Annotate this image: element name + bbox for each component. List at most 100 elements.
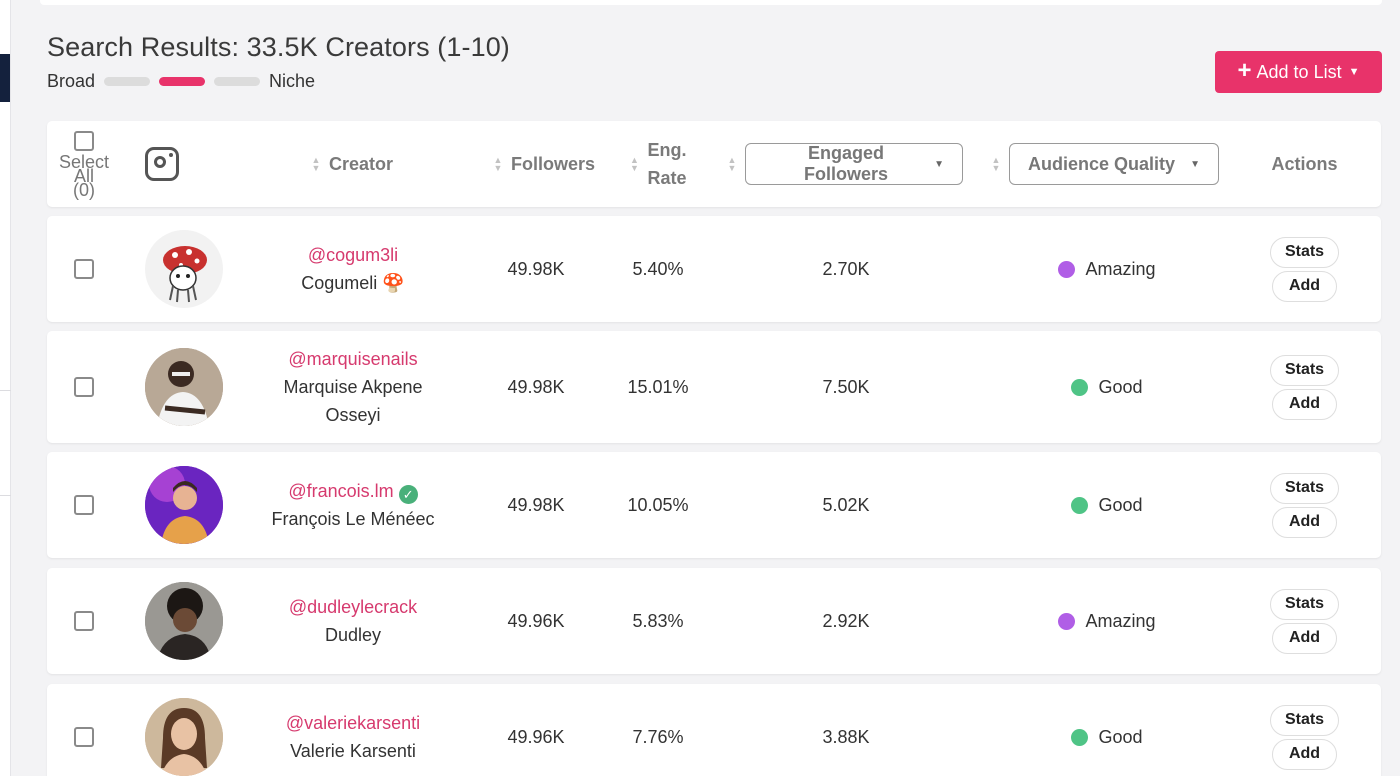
eng-rate-header-line2: Rate — [647, 168, 687, 188]
creator-cell: @valeriekarsenti Valerie Karsenti — [243, 684, 463, 776]
actions-cell: Stats Add — [1257, 684, 1352, 776]
stats-button[interactable]: Stats — [1269, 588, 1340, 620]
verified-check-icon: ✓ — [398, 485, 418, 504]
sort-icon: ▲ ▼ — [493, 155, 503, 173]
audience-quality-dropdown-label: Audience Quality — [1028, 153, 1176, 174]
engaged-followers-dropdown[interactable]: Engaged Followers ▼ — [744, 143, 963, 185]
followers-cell: 49.98K — [507, 258, 565, 279]
avatar-cell — [145, 452, 223, 558]
row-checkbox-cell — [69, 684, 99, 776]
creator-handle-link[interactable]: @valeriekarsenti — [285, 713, 421, 733]
sort-icon: ▲ ▼ — [630, 155, 639, 173]
avatar[interactable] — [145, 698, 223, 776]
avatar-cell — [145, 684, 223, 776]
quality-status-dot — [1071, 496, 1089, 514]
creator-cell: @marquisenails Marquise Akpene Osseyi — [243, 331, 463, 443]
avatar-image — [145, 582, 223, 660]
eng-rate-cell: 15.01% — [627, 376, 689, 397]
quality-label: Good — [1098, 726, 1143, 747]
actions-cell: Stats Add — [1257, 216, 1352, 322]
table-row: @cogum3li Cogumeli 🍄 49.98K 5.40% 2.70K … — [47, 216, 1381, 322]
row-checkbox[interactable] — [74, 495, 94, 515]
caret-down-icon: ▼ — [934, 158, 944, 170]
followers-column-header[interactable]: ▲ ▼ Followers — [479, 121, 609, 207]
stats-button[interactable]: Stats — [1269, 704, 1340, 736]
followers-cell: 49.98K — [507, 494, 565, 515]
creator-name: François Le Ménéec — [271, 509, 435, 529]
sort-icon: ▲ ▼ — [311, 155, 321, 173]
eng-rate-header-label: Eng. Rate — [647, 136, 686, 192]
creator-handle-row: @francois.lm ✓ — [288, 477, 418, 505]
sidebar-active-marker — [0, 54, 10, 102]
add-button[interactable]: Add — [1271, 388, 1338, 420]
sidebar-divider — [0, 390, 11, 391]
scale-segment-3[interactable] — [214, 76, 261, 86]
instagram-column — [144, 121, 180, 207]
instagram-icon — [145, 147, 179, 181]
scale-broad-label: Broad — [47, 70, 96, 91]
engaged-followers-cell: 5.02K — [822, 494, 870, 515]
creator-header-label: Creator — [328, 153, 394, 174]
add-button[interactable]: Add — [1271, 738, 1338, 770]
creator-handle-link[interactable]: @dudleylecrack — [288, 597, 418, 617]
sort-icon[interactable]: ▲ ▼ — [727, 155, 737, 173]
row-checkbox[interactable] — [74, 259, 94, 279]
followers-cell: 49.98K — [507, 376, 565, 397]
eng-rate-header-line1: Eng. — [647, 140, 687, 160]
avatar-image — [163, 246, 207, 303]
scale-segment-1[interactable] — [104, 76, 151, 86]
eng-rate-column-header[interactable]: ▲ ▼ Eng. Rate — [613, 121, 703, 207]
avatar[interactable] — [145, 466, 223, 544]
select-all-label: Select All — [58, 152, 110, 186]
caret-down-icon: ▼ — [1190, 158, 1200, 170]
audience-quality-dropdown[interactable]: Audience Quality ▼ — [1009, 143, 1219, 185]
audience-quality-column-header: ▲ ▼ Audience Quality ▼ — [991, 121, 1224, 207]
audience-quality-cell: Good — [1037, 452, 1177, 558]
avatar-image — [145, 348, 223, 426]
top-panel-edge — [40, 0, 1382, 5]
engaged-followers-cell: 3.88K — [822, 726, 870, 747]
actions-cell: Stats Add — [1257, 452, 1352, 558]
add-button[interactable]: Add — [1271, 270, 1338, 302]
followers-cell: 49.96K — [507, 610, 565, 631]
creator-handle-link[interactable]: @marquisenails — [288, 349, 418, 369]
eng-rate-cell: 5.40% — [632, 258, 684, 279]
add-to-list-label: Add to List — [1256, 61, 1342, 82]
row-checkbox[interactable] — [74, 377, 94, 397]
avatar[interactable] — [145, 230, 223, 308]
creator-cell: @cogum3li Cogumeli 🍄 — [243, 216, 463, 322]
stats-button[interactable]: Stats — [1269, 472, 1340, 504]
quality-status-dot — [1071, 728, 1089, 746]
engaged-followers-cell: 2.92K — [822, 610, 870, 631]
sort-icon[interactable]: ▲ ▼ — [991, 155, 1001, 173]
select-all-checkbox[interactable] — [74, 131, 94, 151]
avatar-cell — [145, 331, 223, 443]
table-row: @valeriekarsenti Valerie Karsenti 49.96K… — [47, 684, 1381, 776]
stats-button[interactable]: Stats — [1269, 354, 1340, 386]
add-button[interactable]: Add — [1271, 506, 1338, 538]
creator-cell: @dudleylecrack Dudley — [243, 568, 463, 674]
row-checkbox[interactable] — [74, 611, 94, 631]
creator-handle-link[interactable]: @francois.lm — [288, 481, 394, 501]
quality-label: Amazing — [1085, 258, 1156, 279]
plus-icon: + — [1237, 57, 1252, 84]
scale-segment-2-selected[interactable] — [159, 76, 206, 86]
followers-cell: 49.96K — [507, 726, 565, 747]
eng-rate-cell: 5.83% — [632, 610, 684, 631]
avatar[interactable] — [145, 348, 223, 426]
stats-button[interactable]: Stats — [1269, 236, 1340, 268]
row-checkbox[interactable] — [74, 727, 94, 747]
creator-handle-link[interactable]: @cogum3li — [307, 245, 399, 265]
select-all[interactable]: Select All (0) — [47, 121, 121, 207]
avatar[interactable] — [145, 582, 223, 660]
quality-label: Good — [1098, 494, 1143, 515]
add-button[interactable]: Add — [1271, 622, 1338, 654]
eng-rate-cell: 10.05% — [627, 494, 689, 515]
add-to-list-button[interactable]: + Add to List ▼ — [1215, 51, 1382, 93]
actions-column-header: Actions — [1257, 121, 1352, 207]
page-title: Search Results: 33.5K Creators (1-10) — [47, 32, 510, 62]
quality-status-dot — [1058, 612, 1076, 630]
creator-column-header[interactable]: ▲ ▼ Creator — [287, 121, 417, 207]
avatar-cell — [145, 216, 223, 322]
avatar-image — [145, 698, 223, 776]
